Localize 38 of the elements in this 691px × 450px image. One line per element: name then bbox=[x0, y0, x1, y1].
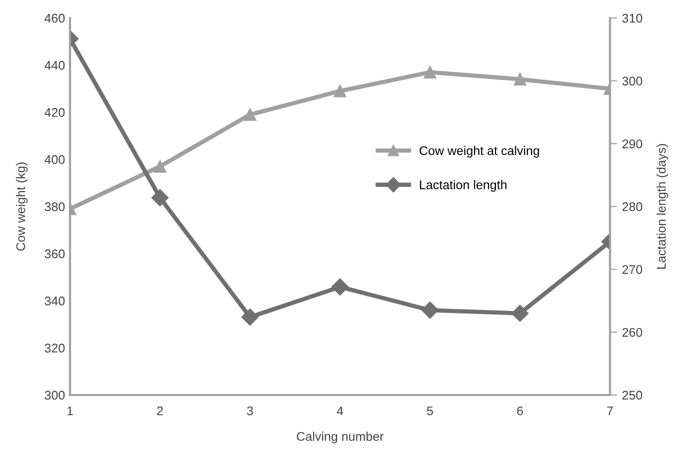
y2-tick-label: 260 bbox=[622, 328, 642, 337]
y-tick-label: 460 bbox=[44, 14, 65, 23]
point bbox=[331, 278, 349, 296]
x-tick-label: 1 bbox=[67, 406, 73, 416]
point bbox=[244, 108, 256, 121]
point bbox=[151, 189, 169, 206]
point bbox=[424, 66, 436, 78]
y-tick-label: 340 bbox=[44, 296, 65, 306]
x-tick-label: 5 bbox=[427, 406, 433, 416]
point bbox=[241, 308, 259, 326]
point bbox=[421, 302, 439, 319]
x-tick-label: 4 bbox=[336, 406, 344, 416]
point bbox=[154, 160, 166, 173]
x-tick-label: 6 bbox=[517, 406, 523, 416]
y2-tick-label: 300 bbox=[622, 76, 642, 86]
x-tick-label: 7 bbox=[607, 406, 613, 416]
y2-tick-label: 290 bbox=[622, 139, 642, 148]
y-tick-label: 360 bbox=[44, 249, 65, 258]
y-tick-label: 400 bbox=[44, 155, 65, 164]
y2-tick-label: 270 bbox=[622, 265, 642, 274]
y-tick-label: 320 bbox=[44, 344, 65, 353]
x-tick-label: 3 bbox=[247, 406, 253, 416]
x-tick-label: 2 bbox=[157, 406, 163, 416]
y-tick-label: 440 bbox=[44, 60, 65, 70]
y-tick-label: 300 bbox=[44, 390, 65, 400]
point bbox=[334, 84, 346, 98]
y-tick-label: 380 bbox=[44, 202, 65, 212]
y2-tick-label: 310 bbox=[622, 14, 642, 23]
legend-label: Lactation length bbox=[420, 180, 506, 192]
y-axis-title: Cow weight (kg) bbox=[16, 162, 28, 251]
x-axis-title: Calving number bbox=[296, 432, 384, 444]
point bbox=[514, 73, 526, 86]
y-tick-label: 420 bbox=[44, 108, 65, 117]
y2-tick-label: 280 bbox=[622, 202, 642, 212]
y2-axis-title: Lactation length (days) bbox=[656, 144, 668, 269]
legend-label: Cow weight at calving bbox=[420, 146, 540, 158]
y2-tick-label: 250 bbox=[622, 390, 642, 400]
point bbox=[511, 304, 529, 322]
